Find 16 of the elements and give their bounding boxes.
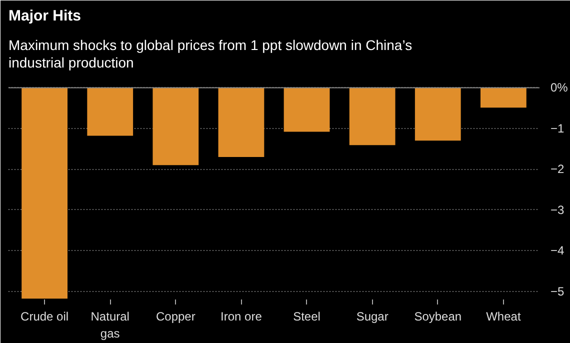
y-tick-label: −2 [550,162,565,176]
x-tick-label: Steel [293,310,320,324]
y-tick-label: −4 [550,244,565,258]
y-tick-label: −1 [550,121,565,136]
y-tick-label: 0% [550,80,568,95]
x-tick-label: Natural gas [90,310,130,340]
x-tick-label: Soybean [414,310,462,324]
x-tick-label: Iron ore [220,310,262,324]
x-tick-label: Crude oil [20,310,69,324]
x-tick-label: Sugar [356,310,388,324]
y-tick-label: −3 [550,202,565,217]
x-tick-label: Wheat [486,310,522,324]
y-tick-label: −5 [550,284,565,298]
x-tick-label: Copper [156,310,196,324]
chart-title: Major Hits [8,8,82,24]
chart-subtitle: Maximum shocks to global prices from 1 ppt slowdown in China’s industrial production [8,36,412,70]
